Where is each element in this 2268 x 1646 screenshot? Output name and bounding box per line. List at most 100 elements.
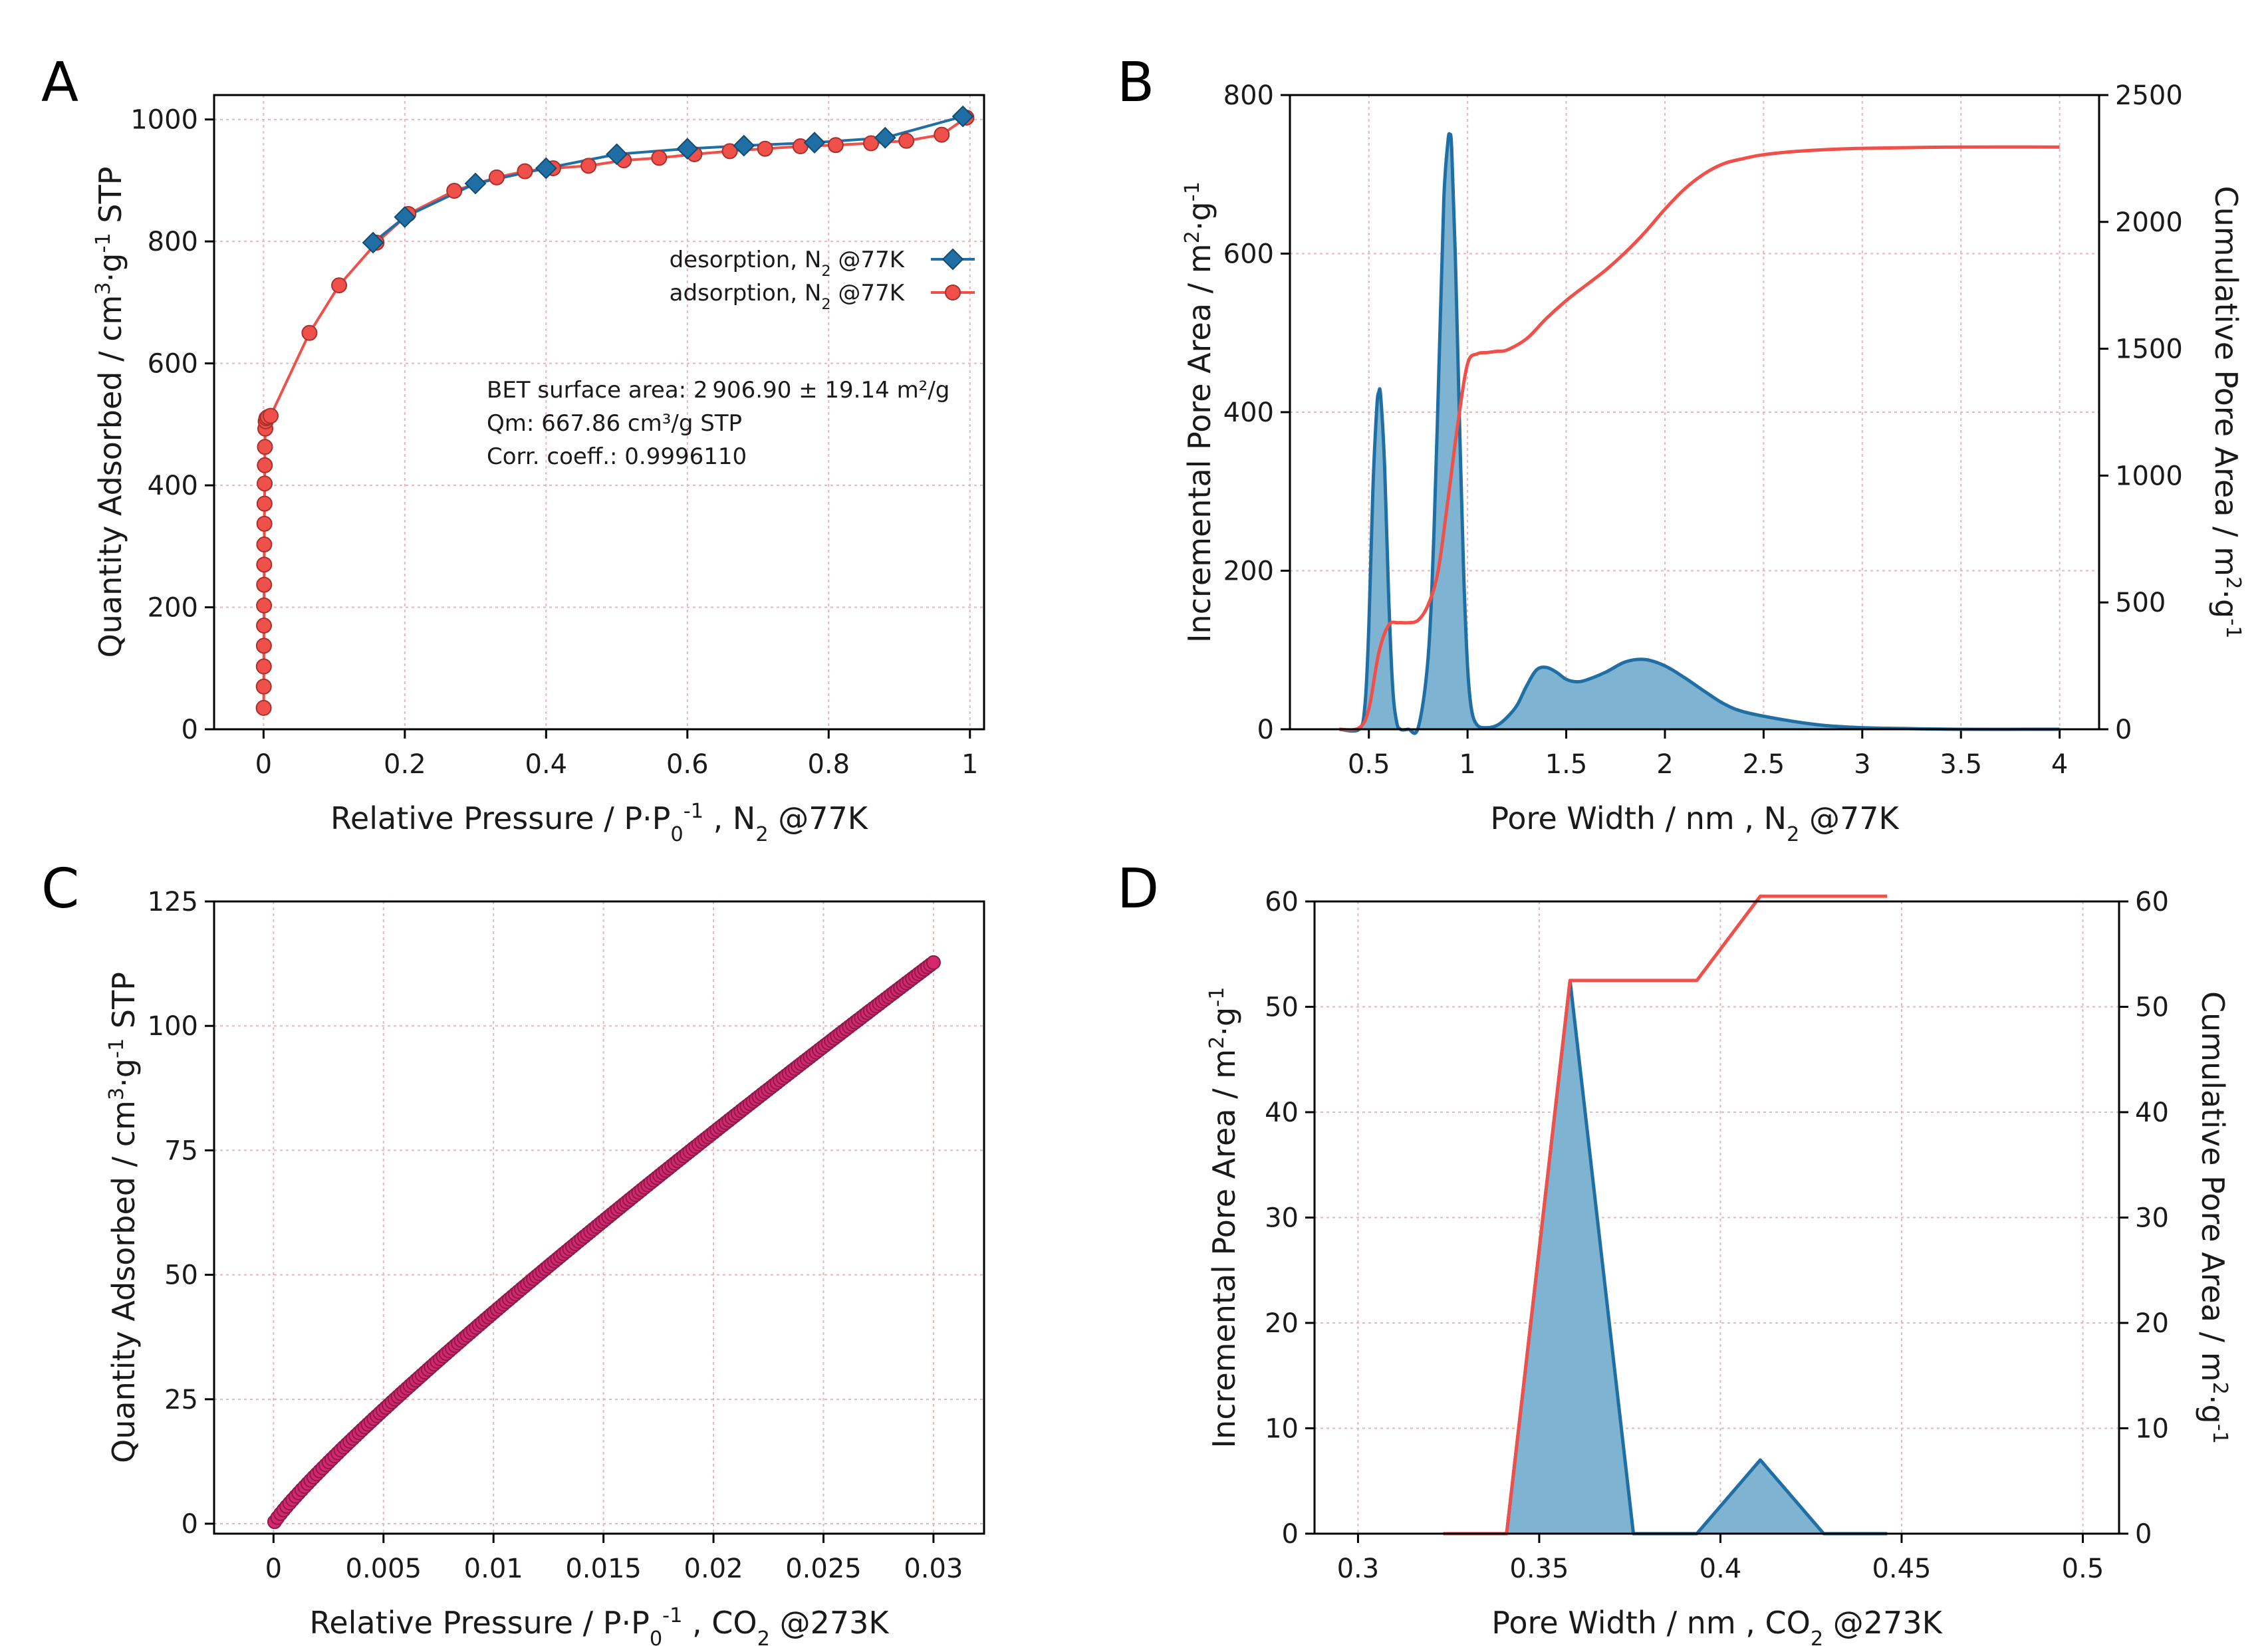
y-tick-label: 400 — [1223, 398, 1274, 428]
adsorption-point — [257, 439, 273, 455]
panel-letter-b: B — [1117, 51, 1154, 114]
y-axis-label: Quantity Adsorbed / cm3·g-1 STP — [105, 972, 142, 1463]
x-tick-label: 0.03 — [904, 1554, 963, 1584]
panel-b: 0.5 1 1.5 2 2.5 3 3.5 4 0 200 400 600 800 Pore Width … — [1117, 51, 2245, 846]
panel-letter-d: D — [1117, 858, 1159, 921]
y-right-tick-label: 2000 — [2115, 207, 2183, 238]
plot-frame — [213, 94, 985, 731]
x-tick-label: 0.45 — [1872, 1554, 1931, 1584]
desorption-point — [362, 231, 384, 254]
y-right-tick-label: 40 — [2135, 1098, 2169, 1128]
y-tick-label: 60 — [1265, 887, 1299, 917]
legend-marker-desorption — [942, 248, 964, 271]
adsorption-point — [256, 536, 273, 553]
adsorption-point — [580, 158, 597, 174]
y-right-tick-label: 10 — [2135, 1414, 2169, 1445]
x-tick-label: 0.015 — [565, 1554, 642, 1584]
panel-letter-c: C — [41, 858, 79, 921]
y-tick-label: 30 — [1265, 1203, 1299, 1234]
y-axis-label: Incremental Pore Area / m2·g-1 — [1205, 987, 1243, 1448]
x-tick-label: 0.6 — [666, 749, 709, 780]
desorption-point — [951, 105, 974, 128]
x-axis-label: Pore Width / nm , N2 @77K — [1490, 800, 1900, 846]
desorption-point — [803, 132, 826, 154]
y-tick-label: 600 — [1223, 239, 1274, 270]
y-right-tick-label: 20 — [2135, 1308, 2169, 1339]
y-tick-label: 25 — [164, 1385, 198, 1415]
adsorption-point — [257, 475, 273, 492]
adsorption-point — [255, 638, 272, 654]
y-tick-label: 0 — [1282, 1519, 1299, 1550]
x-tick-label: 0.02 — [684, 1554, 743, 1584]
incremental-area — [1443, 980, 1888, 1534]
panel-a: 0 0.2 0.4 0.6 0.8 1 0 200 400 600 800 1000 Relative … — [41, 51, 985, 846]
y-right-tick-label: 50 — [2135, 993, 2169, 1023]
x-tick-label: 0.8 — [807, 749, 850, 780]
y-tick-label: 40 — [1265, 1098, 1299, 1128]
adsorption-point — [257, 457, 273, 473]
plot-frame — [1313, 900, 2120, 1535]
adsorption-point — [256, 597, 273, 614]
adsorption-point — [262, 408, 279, 424]
y-axis-label: Quantity Adsorbed / cm3·g-1 STP — [92, 167, 129, 658]
adsorption-point — [255, 678, 272, 695]
desorption-point — [606, 143, 628, 166]
y-tick-label: 0 — [1257, 715, 1274, 745]
x-tick-label: 0.2 — [384, 749, 426, 780]
incremental-line — [1338, 132, 2060, 735]
x-tick-label: 2 — [1656, 749, 1673, 780]
adsorption-point — [517, 163, 533, 179]
y-tick-label: 1000 — [130, 105, 198, 136]
y-tick-label: 0 — [182, 715, 198, 745]
adsorption-point — [446, 183, 463, 199]
adsorption-point — [331, 277, 348, 294]
x-tick-label: 0.5 — [1348, 749, 1390, 780]
y-right-axis-label: Cumulative Pore Area / m2·g-1 — [2195, 991, 2232, 1444]
incremental-line — [1443, 979, 1888, 1536]
y-tick-label: 800 — [1223, 80, 1274, 111]
y-right-tick-label: 60 — [2135, 887, 2169, 917]
cumulative-line — [1443, 894, 1888, 1536]
x-axis-label: Relative Pressure / P·P0-1 , N2 @77K — [330, 800, 869, 846]
adsorption-point — [256, 556, 273, 573]
x-tick-label: 0 — [265, 1554, 282, 1584]
y-tick-label: 800 — [148, 227, 198, 257]
y-right-tick-label: 30 — [2135, 1203, 2169, 1234]
adsorption-point — [934, 126, 950, 143]
y-tick-label: 200 — [1223, 556, 1274, 587]
adsorption-point — [898, 132, 915, 149]
y-tick-label: 50 — [1265, 993, 1299, 1023]
x-tick-label: 4 — [2051, 749, 2068, 780]
y-tick-label: 600 — [148, 349, 198, 380]
y-right-axis-label: Cumulative Pore Area / m2·g-1 — [2208, 185, 2245, 638]
desorption-line — [372, 115, 963, 244]
y-tick-label: 50 — [164, 1260, 198, 1291]
adsorption-point — [863, 135, 880, 152]
x-tick-label: 0.35 — [1509, 1554, 1569, 1584]
x-tick-label: 0.4 — [525, 749, 568, 780]
adsorption-point — [255, 699, 272, 716]
adsorption-point — [757, 140, 773, 157]
desorption-point — [464, 172, 487, 195]
panel-d: 0.3 0.35 0.4 0.45 0.5 0 10 20 30 40 50 60 Pore Width… — [1117, 858, 2232, 1646]
x-tick-label: 0.005 — [346, 1554, 422, 1584]
panel-c: 0 0.005 0.01 0.015 0.02 0.025 0.03 0 25 50 75 100 12… — [41, 858, 985, 1646]
x-tick-label: 0.5 — [2062, 1554, 2104, 1584]
desorption-point — [394, 206, 416, 228]
adsorption-point — [488, 169, 505, 185]
x-tick-label: 0.01 — [464, 1554, 523, 1584]
y-right-tick-label: 0 — [2115, 715, 2132, 745]
y-right-tick-label: 1500 — [2115, 334, 2183, 365]
bet-annotation: Qm: 667.86 cm³/g STP — [487, 410, 742, 437]
y-axis-label: Incremental Pore Area / m2·g-1 — [1181, 181, 1218, 643]
y-right-tick-label: 1000 — [2115, 461, 2183, 491]
bet-annotation: Corr. coeff.: 0.9996110 — [487, 443, 747, 470]
x-tick-label: 0 — [255, 749, 272, 780]
adsorption-point — [301, 324, 318, 341]
panel-letter-a: A — [41, 51, 78, 114]
legend-label-adsorption: adsorption, N2 @77K — [670, 280, 906, 313]
y-tick-label: 400 — [148, 471, 198, 501]
legend-label-desorption: desorption, N2 @77K — [670, 247, 906, 280]
y-tick-label: 20 — [1265, 1308, 1299, 1339]
plot-frame — [1289, 94, 2100, 731]
